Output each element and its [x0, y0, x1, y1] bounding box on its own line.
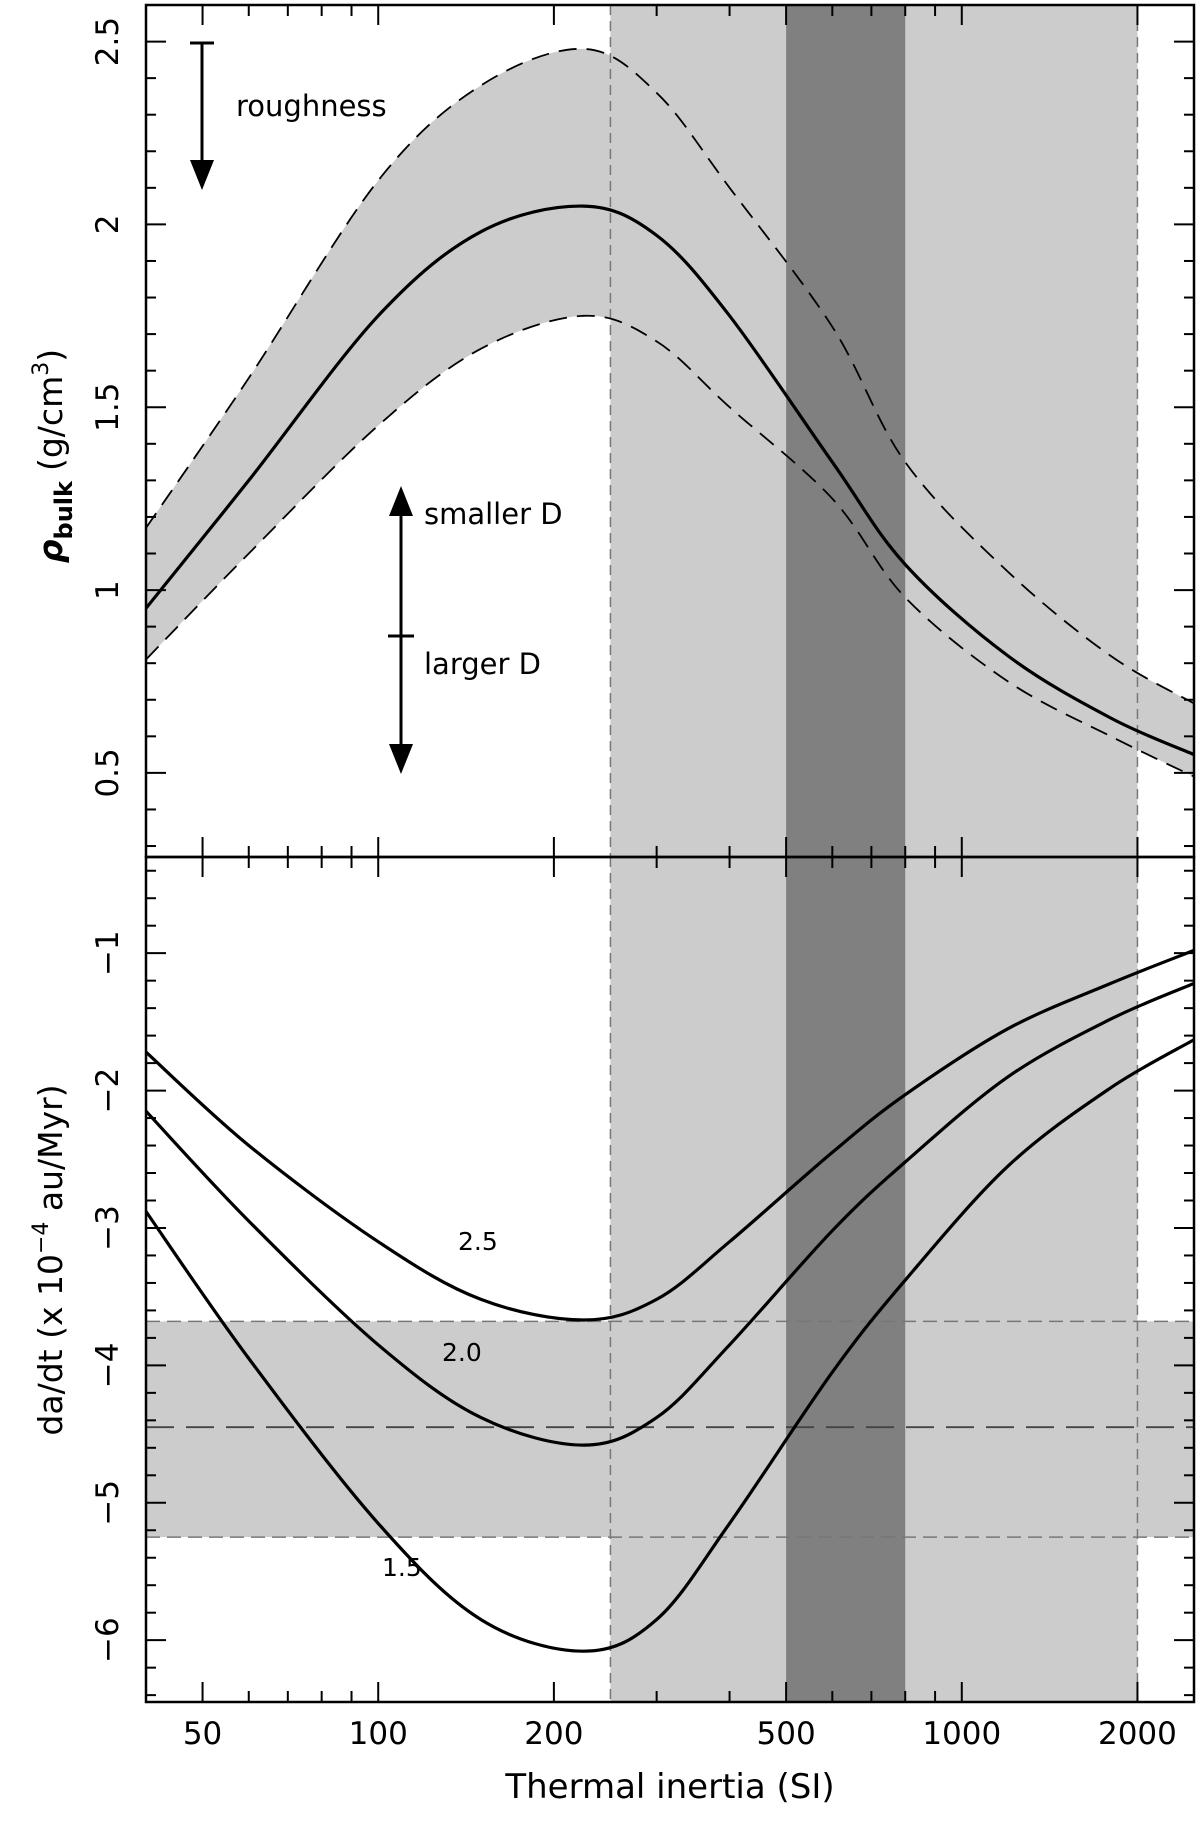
larger-d-label: larger D [424, 647, 541, 681]
bottom-y-tick-label: −1 [90, 930, 126, 976]
bottom-y-tick-label: −5 [90, 1480, 126, 1526]
thermal-inertia-range-dark-band [786, 5, 906, 857]
diameter-arrow [388, 486, 414, 774]
x-tick-label: 500 [757, 1716, 816, 1752]
top-y-tick-label: 0.5 [90, 748, 126, 797]
x-tick-label: 50 [183, 1716, 222, 1752]
drift-rate-measured-band [146, 1321, 1194, 1538]
density-bound-line-2 [146, 314, 1194, 778]
drift-rate-line-1-5 [146, 1038, 1194, 1653]
bottom-y-axis-label: da/dt (x 10−4 au/Myr) [29, 1084, 70, 1435]
bottom-y-tick-label: −4 [90, 1343, 126, 1389]
density-bound-line-1 [146, 47, 1194, 705]
bottom-y-tick-label: −6 [90, 1617, 126, 1663]
top-y-axis-label: ρbulk(g/cm3) [29, 349, 78, 563]
roughness-label: roughness [236, 89, 387, 123]
drift-rate-line-2-0 [146, 981, 1194, 1447]
bottom-y-tick-label: −3 [90, 1205, 126, 1251]
top-panel-plot-area [146, 5, 1194, 857]
top-y-tick-label: 2 [90, 215, 126, 235]
series-label-1-5: 1.5 [382, 1553, 422, 1582]
x-axis-label: Thermal inertia (SI) [504, 1767, 834, 1807]
roughness-arrow [190, 41, 214, 190]
smaller-d-label: smaller D [424, 497, 563, 531]
thermal-inertia-range-dark-band-bottom [786, 857, 906, 1702]
series-label-2-0: 2.0 [442, 1338, 482, 1367]
axes-ticks: 50 100 200 500 1000 2000 0.5 1 1.5 2 2.5 −1 −2 −3 −4 −5… [90, 4, 1194, 1752]
bottom-panel-plot-area [146, 857, 1194, 1702]
x-tick-label: 100 [349, 1716, 408, 1752]
top-y-tick-label: 2.5 [90, 17, 126, 66]
density-central-line [146, 204, 1194, 757]
series-label-2-5: 2.5 [458, 1227, 498, 1256]
top-y-tick-label: 1 [90, 580, 126, 600]
x-tick-label: 1000 [922, 1716, 1001, 1752]
top-y-tick-label: 1.5 [90, 383, 126, 432]
drift-rate-line-2-5 [146, 948, 1194, 1322]
x-tick-label: 200 [524, 1716, 583, 1752]
x-tick-label: 2000 [1098, 1716, 1177, 1752]
bottom-y-tick-label: −2 [90, 1068, 126, 1114]
bottom-panel-frame [144, 855, 1196, 1704]
